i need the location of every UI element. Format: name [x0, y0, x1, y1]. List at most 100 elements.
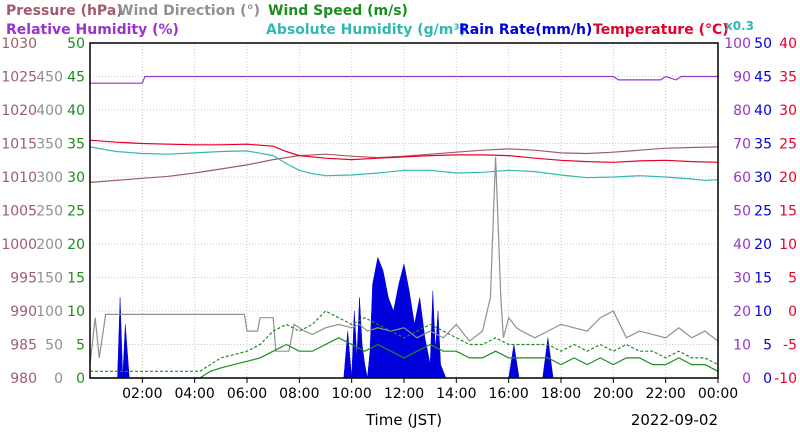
tick-label-wind_speed: 40 — [67, 103, 85, 119]
tick-label-pressure: 1020 — [1, 103, 37, 119]
chart-header: Pressure (hPa) Wind Direction (°) Wind S… — [6, 3, 754, 38]
legend-relative-humidity: Relative Humidity (%) — [6, 22, 179, 38]
tick-label-temp: 10 — [779, 237, 797, 253]
tick-label-wind-direction: 200 — [36, 237, 63, 253]
tick-label-ah: 25 — [754, 204, 772, 220]
tick-label-wind-direction: 300 — [36, 170, 63, 186]
tick-label-rh: 0 — [742, 371, 751, 387]
x-tick-label: 16:00 — [488, 386, 528, 402]
series-temperature — [89, 139, 719, 163]
tick-label-rh: 10 — [733, 338, 751, 354]
series — [89, 75, 719, 379]
tick-label-ah: 10 — [754, 304, 772, 320]
tick-label-ah: 20 — [754, 237, 772, 253]
x-tick-label: 18:00 — [541, 386, 581, 402]
rain-scale-note: x0.3 — [725, 19, 754, 33]
series-absolute-humidity — [89, 146, 719, 182]
tick-label-ah: 15 — [754, 271, 772, 287]
x-tick-label: 12:00 — [384, 386, 424, 402]
tick-label-wind-direction: 250 — [36, 204, 63, 220]
x-tick-label: 20:00 — [593, 386, 633, 402]
tick-label-wind-direction: 50 — [45, 338, 63, 354]
tick-label-ah: 5 — [763, 338, 772, 354]
tick-label-temp: 35 — [779, 70, 797, 86]
tick-label-temp: 20 — [779, 170, 797, 186]
tick-label-temp: 0 — [788, 304, 797, 320]
tick-label-wind-direction: 150 — [36, 271, 63, 287]
tick-label-wind_speed: 35 — [67, 137, 85, 153]
tick-label-ah: 0 — [763, 371, 772, 387]
series-wind-direction — [89, 156, 719, 365]
tick-label-pressure: 1015 — [1, 137, 37, 153]
series-relative-humidity — [90, 75, 718, 84]
tick-label-wind_speed: 0 — [76, 371, 85, 387]
tick-label-rh: 30 — [733, 271, 751, 287]
tick-label-wind-direction: 400 — [36, 103, 63, 119]
tick-label-wind-direction: 0 — [54, 371, 63, 387]
tick-label-pressure: 1000 — [1, 237, 37, 253]
legend-rain-rate: Rain Rate(mm/h) — [459, 22, 592, 38]
tick-label-rh: 20 — [733, 304, 751, 320]
tick-label-pressure: 980 — [10, 371, 37, 387]
legend-wind-direction: Wind Direction (°) — [118, 3, 260, 19]
tick-label-rh: 80 — [733, 103, 751, 119]
tick-label-rh: 50 — [733, 204, 751, 220]
tick-label-pressure: 990 — [10, 304, 37, 320]
tick-label-wind_speed: 45 — [67, 70, 85, 86]
tick-label-wind-direction: 350 — [36, 137, 63, 153]
tick-label-wind_speed: 50 — [67, 36, 85, 52]
legend-temperature: Temperature (°C) — [593, 22, 729, 38]
x-tick-label: 04:00 — [174, 386, 214, 402]
plot-frame — [89, 42, 719, 379]
tick-label-wind-direction: 450 — [36, 70, 63, 86]
tick-label-temp: 5 — [788, 271, 797, 287]
tick-label-ah: 45 — [754, 70, 772, 86]
x-tick-label: 08:00 — [279, 386, 319, 402]
series-wind-gust — [90, 310, 719, 372]
x-tick-label: 22:00 — [645, 386, 685, 402]
tick-label-temp: 15 — [779, 204, 797, 220]
tick-label-wind_speed: 20 — [67, 237, 85, 253]
x-tick-label: 06:00 — [227, 386, 267, 402]
tick-label-rh: 60 — [733, 170, 751, 186]
tick-label-wind_speed: 25 — [67, 204, 85, 220]
date-label: 2022-09-02 — [631, 411, 718, 429]
series-pressure — [89, 146, 719, 183]
tick-label-rh: 40 — [733, 237, 751, 253]
tick-label-ah: 40 — [754, 103, 772, 119]
tick-label-pressure: 995 — [10, 271, 37, 287]
tick-label-pressure: 1025 — [1, 70, 37, 86]
tick-label-temp: 30 — [779, 103, 797, 119]
tick-label-ah: 35 — [754, 137, 772, 153]
axes: 1030102510201015101010051000995990985980… — [1, 36, 797, 402]
x-tick-label: 00:00 — [698, 386, 738, 402]
tick-label-pressure: 985 — [10, 338, 37, 354]
tick-label-ah: 50 — [754, 36, 772, 52]
legend-pressure: Pressure (hPa) — [6, 3, 123, 19]
tick-label-rh: 100 — [724, 36, 751, 52]
tick-label-wind_speed: 30 — [67, 170, 85, 186]
x-tick-label: 14:00 — [436, 386, 476, 402]
tick-label-temp: 40 — [779, 36, 797, 52]
series-wind-speed — [90, 337, 719, 379]
tick-label-pressure: 1030 — [1, 36, 37, 52]
tick-label-rh: 90 — [733, 70, 751, 86]
x-tick-label: 02:00 — [122, 386, 162, 402]
legend-wind-speed: Wind Speed (m/s) — [268, 3, 408, 19]
tick-label-temp: 25 — [779, 137, 797, 153]
tick-label-ah: 30 — [754, 170, 772, 186]
tick-label-wind_speed: 5 — [76, 338, 85, 354]
legend-absolute-humidity: Absolute Humidity (g/m³) — [266, 22, 466, 38]
tick-label-temp: -10 — [774, 371, 797, 387]
x-axis-label: Time (JST) — [365, 411, 442, 429]
series-rain-rate — [90, 256, 718, 379]
tick-label-pressure: 1010 — [1, 170, 37, 186]
tick-label-rh: 70 — [733, 137, 751, 153]
tick-label-pressure: 1005 — [1, 204, 37, 220]
x-tick-label: 10:00 — [331, 386, 371, 402]
tick-label-wind-direction: 100 — [36, 304, 63, 320]
tick-label-wind_speed: 10 — [67, 304, 85, 320]
tick-label-wind_speed: 15 — [67, 271, 85, 287]
